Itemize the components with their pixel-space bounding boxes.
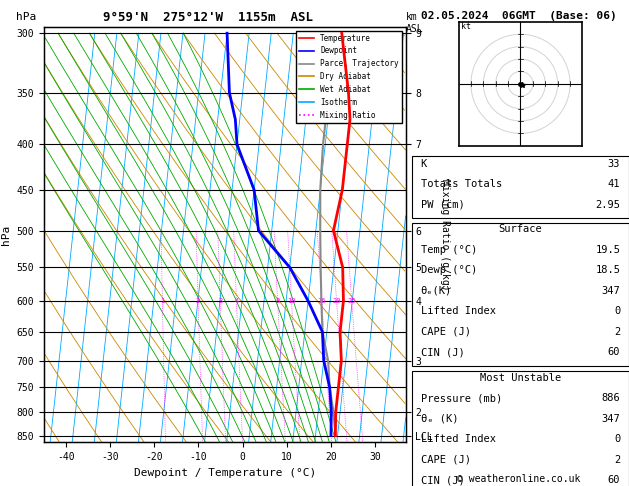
Text: kt: kt [461,22,471,31]
Text: CAPE (J): CAPE (J) [421,327,470,337]
Text: 347: 347 [601,414,620,424]
Text: © weatheronline.co.uk: © weatheronline.co.uk [457,473,581,484]
Text: 2.95: 2.95 [595,200,620,210]
Text: 2: 2 [196,298,200,304]
Bar [412,371,629,486]
Bar [412,223,629,366]
Text: θₑ(K): θₑ(K) [421,286,452,296]
Text: 0: 0 [614,434,620,444]
Text: Most Unstable: Most Unstable [480,373,561,383]
Text: 886: 886 [601,393,620,403]
Text: 25: 25 [347,298,356,304]
Text: 4: 4 [235,298,238,304]
Text: PW (cm): PW (cm) [421,200,464,210]
Text: 19.5: 19.5 [595,245,620,255]
Text: CAPE (J): CAPE (J) [421,455,470,465]
Bar [412,156,629,218]
Text: Temp (°C): Temp (°C) [421,245,477,255]
Text: hPa: hPa [16,12,36,22]
Text: 02.05.2024  06GMT  (Base: 06): 02.05.2024 06GMT (Base: 06) [421,11,617,21]
X-axis label: Dewpoint / Temperature (°C): Dewpoint / Temperature (°C) [134,468,316,478]
Y-axis label: hPa: hPa [1,225,11,244]
Text: 3: 3 [218,298,222,304]
Text: 20: 20 [332,298,341,304]
Text: Lifted Index: Lifted Index [421,307,496,316]
Text: 60: 60 [608,475,620,486]
Text: km
ASL: km ASL [406,12,423,34]
Text: 2: 2 [614,327,620,337]
Text: 8: 8 [276,298,280,304]
Text: Surface: Surface [499,225,542,234]
Text: 9°59'N  275°12'W  1155m  ASL: 9°59'N 275°12'W 1155m ASL [103,11,313,24]
Text: Pressure (mb): Pressure (mb) [421,393,502,403]
Text: CIN (J): CIN (J) [421,475,464,486]
Text: CIN (J): CIN (J) [421,347,464,358]
Legend: Temperature, Dewpoint, Parcel Trajectory, Dry Adiabat, Wet Adiabat, Isotherm, Mi: Temperature, Dewpoint, Parcel Trajectory… [296,31,402,122]
Text: Totals Totals: Totals Totals [421,179,502,190]
Text: 16: 16 [318,298,326,304]
Text: 60: 60 [608,347,620,358]
Text: 347: 347 [601,286,620,296]
Text: Lifted Index: Lifted Index [421,434,496,444]
Text: 0: 0 [614,307,620,316]
Text: 1: 1 [160,298,165,304]
Text: 10: 10 [287,298,296,304]
Text: 41: 41 [608,179,620,190]
Text: 18.5: 18.5 [595,265,620,276]
Text: θₑ (K): θₑ (K) [421,414,458,424]
Text: K: K [421,159,427,169]
Text: Dewp (°C): Dewp (°C) [421,265,477,276]
Text: 2: 2 [614,455,620,465]
Y-axis label: Mixing Ratio (g/kg): Mixing Ratio (g/kg) [440,179,450,290]
Text: 33: 33 [608,159,620,169]
